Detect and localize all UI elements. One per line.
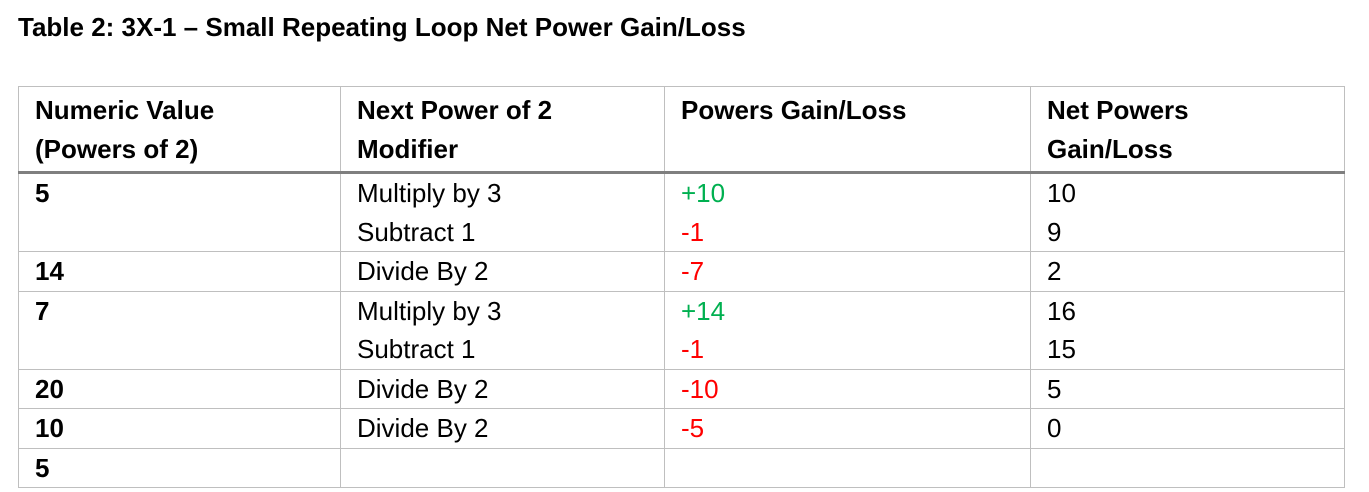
modifier-cell: Divide By 2	[340, 251, 665, 292]
numeric-value: 5	[35, 178, 50, 208]
gain-loss-value: -1	[681, 334, 705, 364]
numeric-value-cell: 5	[18, 447, 341, 488]
table-row: 14 Divide By 2 -7 2	[18, 251, 1345, 292]
header-powers-gain-loss: Powers Gain/Loss	[664, 86, 1031, 174]
gain-loss-cell: +14 -1	[664, 290, 1031, 370]
header-numeric-value-line1: Numeric Value	[35, 95, 215, 125]
modifier-text: Multiply by 3	[357, 178, 502, 208]
gain-loss-value: -1	[681, 216, 705, 247]
modifier-cell: Multiply by 3 Subtract 1	[340, 172, 665, 252]
net-gain-loss-cell	[1030, 447, 1345, 488]
header-net-powers-line2: Gain/Loss	[1047, 134, 1173, 164]
modifier-text: Multiply by 3	[357, 295, 502, 326]
header-numeric-value-line2: (Powers of 2)	[35, 134, 199, 164]
numeric-value-cell: 7	[18, 290, 341, 370]
header-numeric-value: Numeric Value (Powers of 2)	[18, 86, 341, 174]
gain-loss-cell: -10	[664, 368, 1031, 409]
net-gain-loss-value: 2	[1047, 256, 1062, 286]
table-row: 10 Divide By 2 -5 0	[18, 408, 1345, 449]
header-modifier: Next Power of 2 Modifier	[340, 86, 665, 174]
gain-loss-value: -5	[681, 413, 705, 443]
modifier-text: Subtract 1	[357, 216, 476, 247]
modifier-cell: Divide By 2	[340, 408, 665, 449]
table-header: Numeric Value (Powers of 2) Next Power o…	[18, 86, 1345, 174]
net-gain-loss-value: 10	[1047, 178, 1076, 208]
table-body: 5 Multiply by 3 Subtract 1 +10 -1 10 9 14 Divide…	[18, 172, 1345, 488]
table-row: 5	[18, 447, 1345, 488]
net-gain-loss-cell: 0	[1030, 408, 1345, 449]
header-powers-gain-loss-label: Powers Gain/Loss	[681, 95, 907, 125]
net-gain-loss-value: 16	[1047, 295, 1076, 326]
gain-loss-cell	[664, 447, 1031, 488]
gain-loss-value: -10	[681, 373, 719, 404]
modifier-text: Subtract 1	[357, 334, 476, 364]
net-gain-loss-value: 9	[1047, 216, 1062, 247]
modifier-cell	[340, 447, 665, 488]
gain-loss-value: +10	[681, 178, 726, 208]
numeric-value-cell: 14	[18, 251, 341, 292]
numeric-value-cell: 20	[18, 368, 341, 409]
net-gain-loss-value: 5	[1047, 373, 1062, 404]
net-gain-loss-value: 15	[1047, 334, 1076, 364]
numeric-value: 10	[35, 413, 64, 443]
net-gain-loss-cell: 2	[1030, 251, 1345, 292]
table-row: 20 Divide By 2 -10 5	[18, 368, 1345, 409]
net-gain-loss-cell: 5	[1030, 368, 1345, 409]
modifier-text: Divide By 2	[357, 373, 489, 404]
gain-loss-cell: -5	[664, 408, 1031, 449]
table-row: 5 Multiply by 3 Subtract 1 +10 -1 10 9	[18, 172, 1345, 252]
modifier-cell: Multiply by 3 Subtract 1	[340, 290, 665, 370]
header-modifier-line1: Next Power of 2	[357, 95, 553, 125]
gain-loss-cell: +10 -1	[664, 172, 1031, 252]
modifier-text: Divide By 2	[357, 256, 489, 286]
table-row: 7 Multiply by 3 Subtract 1 +14 -1 16 15	[18, 290, 1345, 370]
gain-loss-cell: -7	[664, 251, 1031, 292]
gain-loss-value: -7	[681, 256, 705, 286]
header-modifier-line2: Modifier	[357, 134, 459, 164]
net-gain-loss-value: 0	[1047, 413, 1062, 443]
net-gain-loss-cell: 10 9	[1030, 172, 1345, 252]
power-gain-loss-table: Numeric Value (Powers of 2) Next Power o…	[18, 86, 1345, 488]
numeric-value: 20	[35, 373, 64, 404]
modifier-text: Divide By 2	[357, 413, 489, 443]
numeric-value-cell: 10	[18, 408, 341, 449]
numeric-value: 7	[35, 295, 50, 326]
header-row: Numeric Value (Powers of 2) Next Power o…	[18, 86, 1345, 174]
table-title: Table 2: 3X-1 – Small Repeating Loop Net…	[18, 12, 746, 42]
numeric-value: 14	[35, 256, 64, 286]
modifier-cell: Divide By 2	[340, 368, 665, 409]
header-net-powers-line1: Net Powers	[1047, 95, 1189, 125]
numeric-value: 5	[35, 452, 50, 483]
gain-loss-value: +14	[681, 295, 726, 326]
net-gain-loss-cell: 16 15	[1030, 290, 1345, 370]
header-net-powers: Net Powers Gain/Loss	[1030, 86, 1345, 174]
numeric-value-cell: 5	[18, 172, 341, 252]
